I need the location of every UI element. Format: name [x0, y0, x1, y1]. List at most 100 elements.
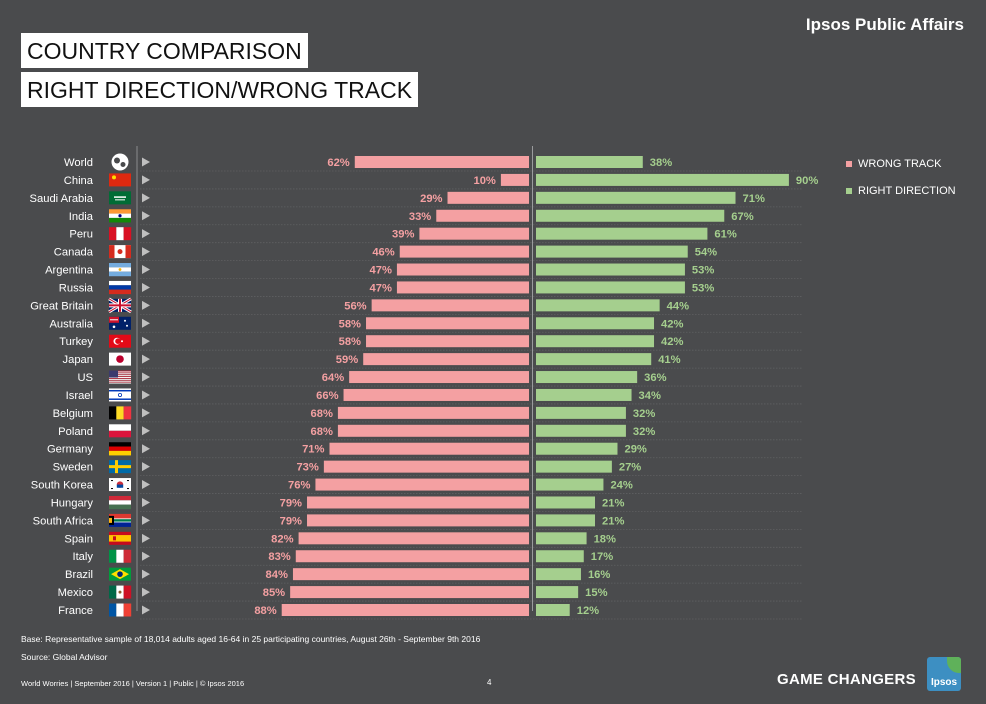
label-right-direction: 38% — [650, 157, 672, 169]
bar-right-direction — [536, 191, 736, 204]
country-label: South Africa — [33, 515, 94, 527]
row-arrow-icon — [142, 444, 150, 454]
bar-wrong-track — [329, 442, 529, 455]
label-right-direction: 42% — [661, 318, 683, 330]
row-arrow-icon — [142, 462, 150, 472]
flag-sweden-icon — [109, 460, 131, 474]
flag-poland-icon — [109, 424, 131, 438]
flag-great-britain-icon — [108, 297, 132, 314]
bar-right-direction — [536, 281, 685, 294]
country-label: Russia — [59, 282, 94, 294]
label-wrong-track: 64% — [322, 372, 344, 384]
label-wrong-track: 79% — [280, 515, 302, 527]
bar-wrong-track — [349, 371, 529, 384]
bar-wrong-track — [371, 299, 529, 312]
country-label: Peru — [69, 229, 93, 241]
bar-right-direction — [536, 317, 655, 330]
legend-wrong-track: WRONG TRACK — [846, 158, 942, 170]
country-label: Belgium — [53, 408, 93, 420]
row-arrow-icon — [142, 318, 150, 328]
label-right-direction: 15% — [585, 587, 607, 599]
flag-china-icon — [109, 173, 131, 187]
label-wrong-track: 59% — [336, 354, 358, 366]
flag-brazil-icon — [109, 567, 131, 581]
label-wrong-track: 33% — [409, 211, 431, 223]
row-arrow-icon — [142, 372, 150, 382]
row-arrow-icon — [142, 354, 150, 364]
label-right-direction: 42% — [661, 336, 683, 348]
flag-japan-icon — [109, 352, 131, 366]
country-label: Japan — [63, 354, 93, 366]
country-label: Germany — [47, 444, 93, 456]
bar-wrong-track — [363, 353, 529, 366]
label-right-direction: 41% — [658, 354, 680, 366]
label-wrong-track: 47% — [370, 265, 392, 277]
row-arrow-icon — [142, 515, 150, 525]
country-label: Israel — [66, 390, 93, 402]
flag-turkey-icon — [109, 334, 131, 348]
country-label: Hungary — [51, 497, 94, 509]
label-wrong-track: 39% — [392, 229, 414, 241]
bar-right-direction — [536, 568, 581, 581]
page-subtitle: RIGHT DIRECTION/WRONG TRACK — [21, 72, 419, 107]
label-wrong-track: 47% — [370, 282, 392, 294]
label-wrong-track: 84% — [266, 569, 288, 581]
legend-label-right: RIGHT DIRECTION — [858, 185, 956, 197]
label-wrong-track: 58% — [339, 318, 361, 330]
label-right-direction: 53% — [692, 282, 714, 294]
bar-wrong-track — [343, 388, 529, 401]
label-wrong-track: 58% — [339, 336, 361, 348]
label-right-direction: 71% — [743, 193, 765, 205]
label-right-direction: 16% — [588, 569, 610, 581]
row-arrow-icon — [142, 247, 150, 257]
bar-right-direction — [536, 353, 652, 366]
bar-wrong-track — [337, 424, 529, 437]
row-arrow-icon — [142, 497, 150, 507]
bar-right-direction — [536, 245, 688, 258]
legend-swatch-wrong — [846, 161, 852, 168]
country-label: Saudi Arabia — [30, 193, 94, 205]
legend-label-wrong: WRONG TRACK — [858, 158, 942, 170]
flag-canada-icon — [109, 245, 131, 259]
label-wrong-track: 62% — [327, 157, 349, 169]
bar-right-direction — [536, 227, 708, 240]
label-wrong-track: 71% — [302, 444, 324, 456]
footer-meta: World Worries | September 2016 | Version… — [21, 679, 245, 688]
country-label: China — [64, 175, 94, 187]
bar-wrong-track — [399, 245, 529, 258]
bar-wrong-track — [396, 263, 529, 276]
bar-wrong-track — [307, 514, 529, 527]
flag-peru-icon — [109, 227, 132, 241]
country-label: France — [58, 605, 93, 617]
flag-spain-icon — [109, 531, 131, 545]
bar-right-direction — [536, 263, 685, 276]
label-right-direction: 54% — [695, 247, 717, 259]
label-wrong-track: 10% — [473, 175, 495, 187]
label-right-direction: 21% — [602, 497, 624, 509]
brand-name: Ipsos Public Affairs — [805, 15, 964, 34]
bar-right-direction — [536, 299, 660, 312]
row-arrow-icon — [142, 551, 150, 561]
label-wrong-track: 82% — [271, 533, 293, 545]
bar-right-direction — [536, 586, 579, 599]
base-note: Base: Representative sample of 18,014 ad… — [21, 634, 481, 644]
flag-argentina-icon — [109, 263, 131, 277]
row-arrow-icon — [142, 336, 150, 346]
bar-right-direction — [536, 460, 612, 473]
country-label: Australia — [49, 318, 93, 330]
page-title: COUNTRY COMPARISON — [21, 33, 308, 68]
row-arrow-icon — [142, 300, 150, 310]
bar-right-direction — [536, 424, 626, 437]
label-wrong-track: 83% — [268, 551, 290, 563]
bar-right-direction — [536, 209, 725, 222]
label-wrong-track: 88% — [254, 605, 276, 617]
bar-wrong-track — [366, 335, 529, 348]
bar-wrong-track — [419, 227, 529, 240]
bar-wrong-track — [396, 281, 529, 294]
label-right-direction: 27% — [619, 462, 641, 474]
bar-wrong-track — [315, 478, 529, 491]
label-right-direction: 32% — [633, 426, 655, 438]
country-label: Spain — [64, 533, 93, 545]
bar-wrong-track — [354, 156, 529, 168]
